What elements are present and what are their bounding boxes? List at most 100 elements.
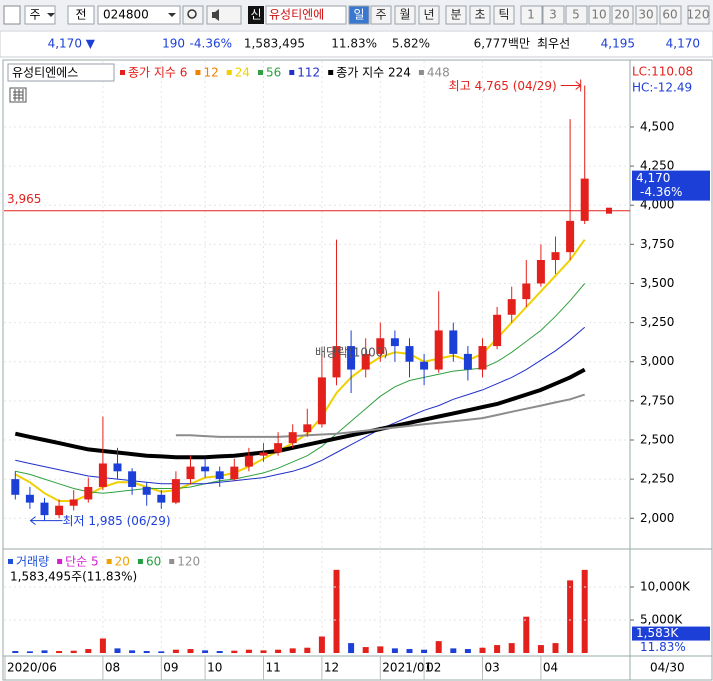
volume-bar: [129, 650, 136, 653]
quote-turnover: 5.82%: [392, 37, 430, 51]
last-price-box: [632, 170, 710, 201]
period-button[interactable]: [469, 5, 491, 25]
candle-body: [376, 338, 385, 354]
volume-legend-label: 60: [146, 555, 161, 569]
tag-box: [248, 6, 264, 24]
legend-swatch: [169, 559, 175, 564]
volume-bar: [231, 650, 238, 653]
interval-label: 60: [662, 8, 677, 22]
legend-swatch: [57, 559, 63, 564]
ma-line: [175, 393, 586, 438]
volume-bar: [581, 569, 588, 653]
interval-button[interactable]: [687, 5, 710, 25]
quote-best-label: 최우선: [537, 37, 570, 51]
volume-bar: [245, 649, 252, 653]
period-button[interactable]: [493, 5, 515, 25]
search-button[interactable]: [182, 5, 204, 25]
y-tick-label: 4,500: [640, 119, 674, 133]
interval-button[interactable]: [565, 5, 588, 25]
legend-label: 종가 지수 6: [128, 66, 187, 80]
interval-button[interactable]: [588, 5, 611, 25]
candle-body: [40, 502, 49, 516]
ma-line: [15, 283, 586, 494]
volume-bar: [494, 645, 501, 653]
interval-button[interactable]: [611, 5, 634, 25]
volume-bar: [333, 569, 340, 653]
legend-swatch: [137, 559, 143, 564]
dropdown-arrow: [47, 13, 55, 17]
name-box: [265, 5, 347, 25]
candle-body: [11, 479, 20, 495]
quote-bar: [0, 30, 713, 58]
volume-legend-label: 거래량: [16, 555, 49, 569]
content: 주 전 024800 신 유성티엔에 일 주 월 년 분 초 틱 1 3 5 10 20 30 60 1204,170…: [4, 5, 710, 680]
volume-current-box: [632, 626, 710, 641]
period-button[interactable]: [394, 5, 416, 25]
interval-label: 20: [614, 8, 629, 22]
y-tick-label: 3,250: [640, 315, 674, 329]
volume-bar: [26, 651, 33, 653]
y-tick-label: 4,250: [640, 159, 674, 173]
candle-body: [405, 346, 414, 362]
volume-bar: [552, 643, 559, 653]
volume-bar: [435, 641, 442, 653]
period-label: 분: [450, 8, 461, 22]
volume-bar: [348, 643, 355, 653]
high-arrow: [560, 79, 582, 92]
volume-bar: [143, 651, 150, 653]
code-input[interactable]: [97, 5, 181, 25]
candle-body: [317, 377, 326, 425]
candle-body: [332, 346, 341, 378]
volume-caption: 1,583,495주(11.83%): [10, 570, 137, 584]
menu-icon[interactable]: [3, 5, 21, 25]
interval-label: 30: [638, 8, 653, 22]
candle-body: [55, 505, 64, 516]
period-button[interactable]: [445, 5, 467, 25]
interval-button[interactable]: [659, 5, 682, 25]
quote-volume: 1,583,495: [244, 37, 305, 51]
volume-tick-label: 10,000K: [640, 580, 691, 594]
candle-body: [201, 466, 210, 472]
period-button[interactable]: [370, 5, 392, 25]
volume-bar: [421, 649, 428, 653]
legend-swatch: [289, 70, 295, 75]
volume-bar: [450, 648, 457, 653]
sound-button[interactable]: [206, 5, 242, 25]
market-select[interactable]: [24, 5, 56, 25]
volume-bar: [187, 649, 194, 653]
y-tick-label: 2,750: [640, 393, 674, 407]
interval-button[interactable]: [520, 5, 543, 25]
volume-bar: [567, 580, 574, 653]
period-label: 틱: [498, 8, 509, 22]
chart-frame: [2, 59, 713, 681]
kind-button[interactable]: [67, 5, 95, 25]
search-icon: [187, 9, 197, 19]
reference-label: 3,965: [7, 192, 41, 206]
candle-body: [113, 463, 122, 472]
candle-body: [522, 283, 531, 300]
candle-body: [230, 466, 239, 480]
volume-bar: [114, 648, 121, 653]
candle-body: [551, 252, 560, 260]
x-tick-label: 09: [163, 661, 178, 675]
period-button[interactable]: [418, 5, 440, 25]
volume-bar: [99, 638, 106, 653]
quote-change: 190: [162, 37, 185, 51]
kind: 전: [75, 8, 86, 22]
ma-line: [14, 367, 586, 460]
interval-label: 5: [572, 8, 580, 22]
volume-bar: [56, 651, 63, 653]
candle-body: [69, 499, 78, 506]
lc-indicator: LC:110.08: [632, 65, 693, 79]
period-button[interactable]: [348, 5, 370, 25]
interval-button[interactable]: [635, 5, 658, 25]
candle-body: [347, 346, 356, 370]
code: 024800: [103, 8, 149, 22]
quote-volume-ratio: 11.83%: [331, 37, 377, 51]
interval-button[interactable]: [542, 5, 565, 25]
interval-label: 10: [591, 8, 606, 22]
ma-line: [15, 326, 586, 485]
quote-rate: -4.36%: [190, 37, 232, 51]
x-tick-label: 03: [485, 661, 500, 675]
volume-legend-label: 20: [115, 555, 130, 569]
